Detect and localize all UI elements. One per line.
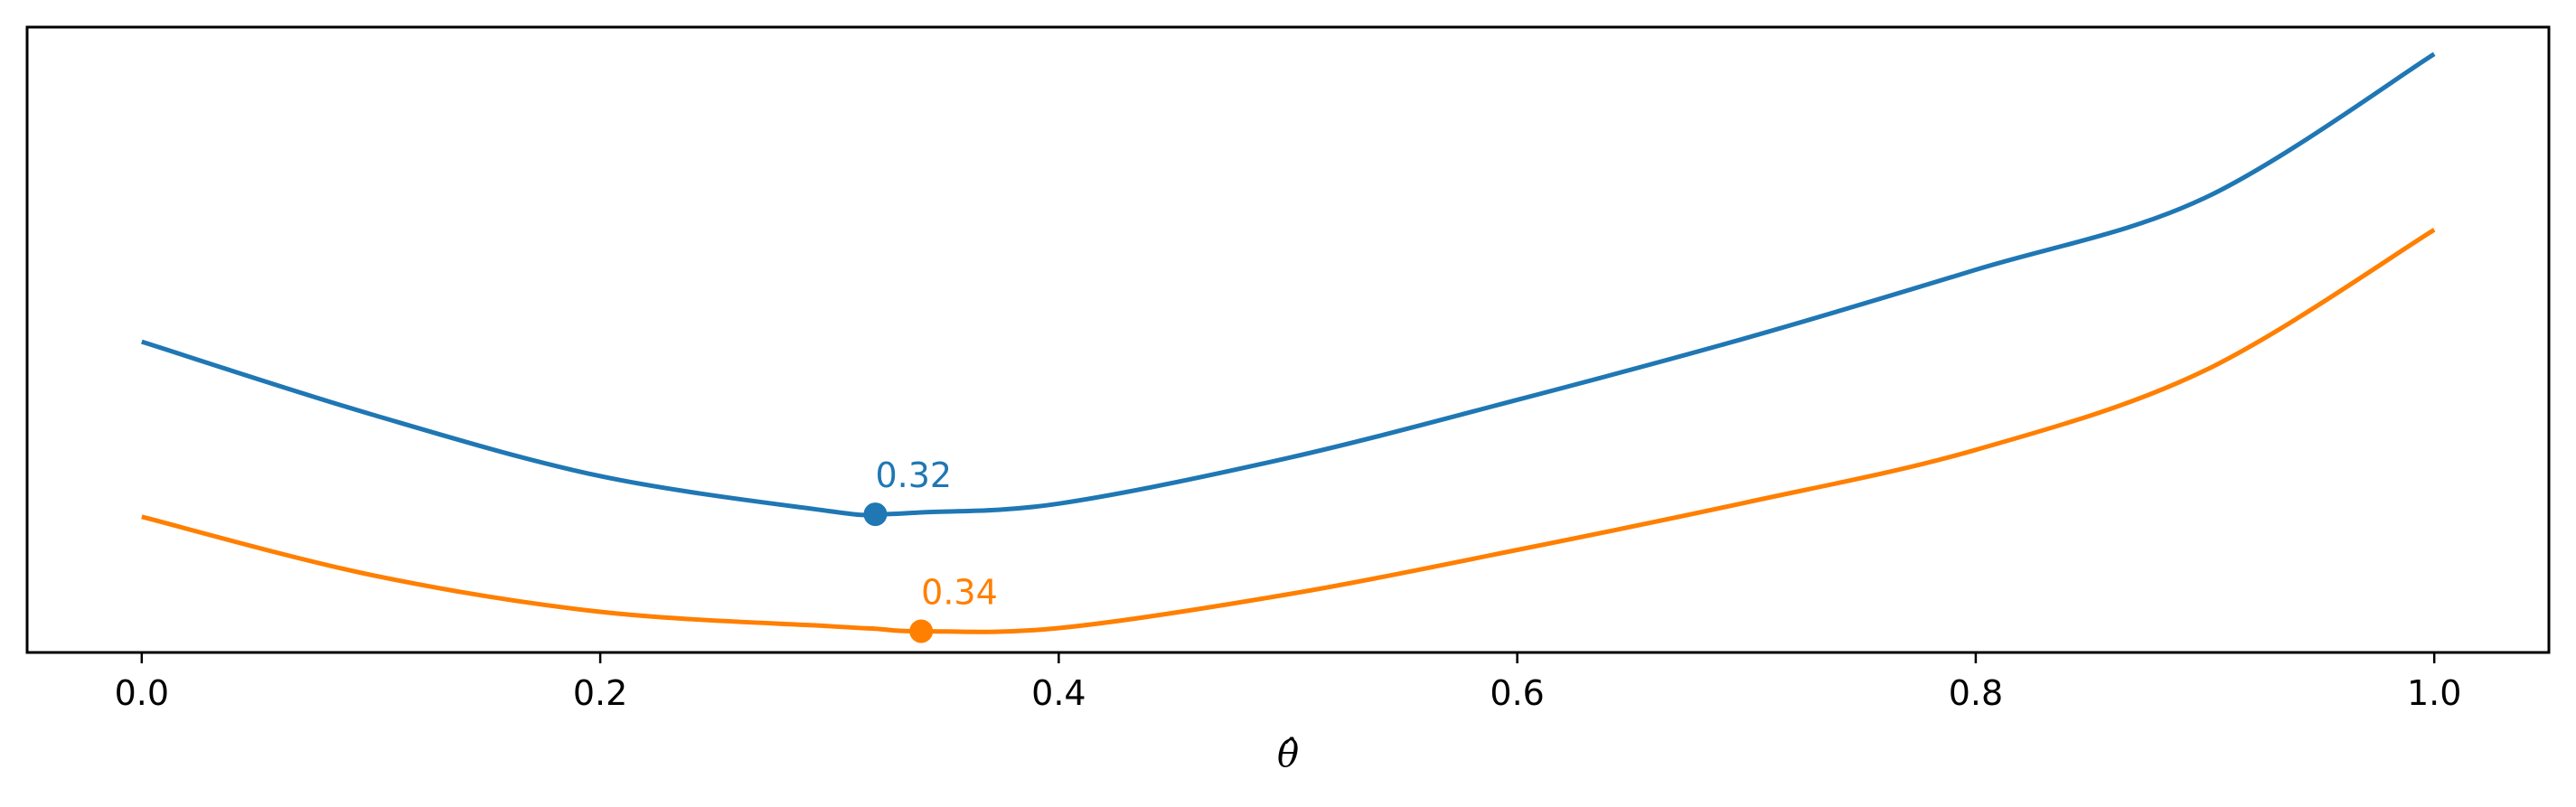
markers-layer: 0.32 0.34 <box>863 455 998 643</box>
x-tick-label-0: 0.0 <box>115 673 169 713</box>
minimum-label-1: 0.32 <box>875 455 952 495</box>
minimum-label-2: 0.34 <box>921 572 998 612</box>
x-tick-label-1: 0.2 <box>573 673 627 713</box>
series-line-2 <box>141 228 2436 634</box>
series-line-1 <box>141 52 2436 518</box>
x-axis: 0.0 0.2 0.4 0.6 0.8 1.0 <box>115 652 2461 713</box>
x-axis-label: θ̂ <box>1277 734 1299 775</box>
plot-area <box>25 25 2551 654</box>
minimum-marker-1 <box>863 502 888 527</box>
x-tick-label-2: 0.4 <box>1031 673 1086 713</box>
minimum-marker-2 <box>909 619 934 643</box>
x-tick-label-4: 0.8 <box>1949 673 2003 713</box>
series-layer <box>141 52 2436 634</box>
x-tick-label-3: 0.6 <box>1490 673 1544 713</box>
x-tick-label-5: 1.0 <box>2407 673 2461 713</box>
